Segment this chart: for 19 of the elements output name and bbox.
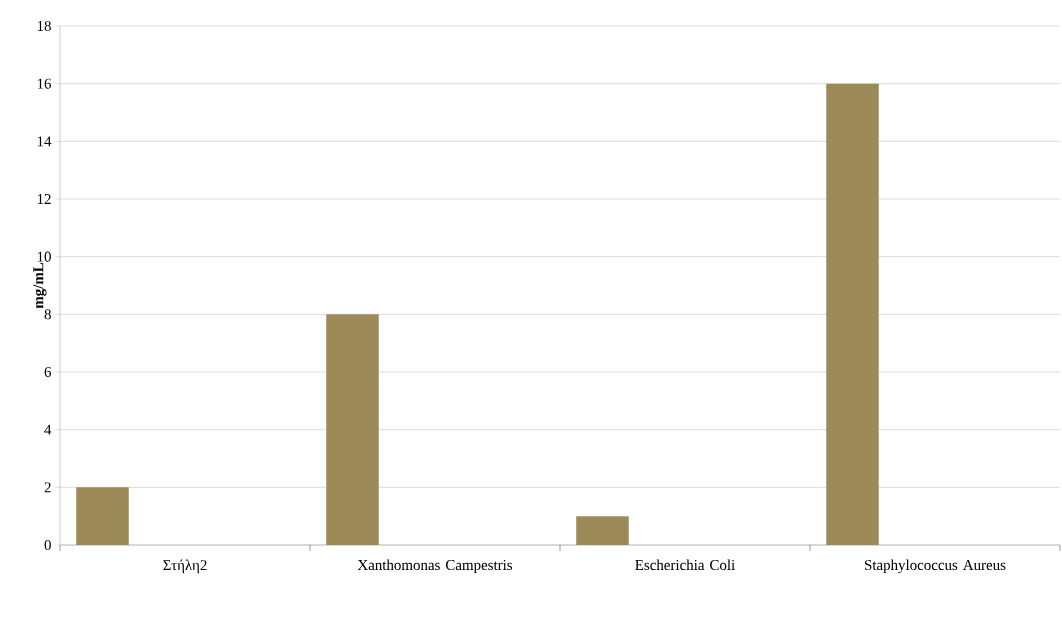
bar — [826, 83, 879, 545]
y-tick-label: 12 — [37, 194, 51, 204]
bar — [76, 487, 129, 545]
y-tick-label: 8 — [44, 309, 51, 320]
x-tick-label: Escherichia Coli — [635, 559, 735, 571]
y-tick-label: 10 — [37, 251, 51, 262]
y-tick-label: 4 — [44, 424, 52, 435]
x-tick-label: Στήλη2 — [163, 559, 207, 574]
bar — [576, 516, 629, 545]
y-tick-label: 6 — [44, 366, 52, 378]
y-tick-label: 18 — [37, 20, 51, 32]
x-tick-label: Staphylococcus Aureus — [865, 559, 1006, 574]
y-tick-label: 2 — [44, 482, 51, 493]
y-tick-label: 16 — [37, 78, 52, 89]
y-tick-label: 14 — [37, 136, 52, 147]
bar — [326, 314, 379, 545]
y-axis-title: mg/mL — [33, 262, 47, 309]
y-tick-label: 0 — [44, 539, 51, 551]
x-tick-label: Xanthomonas Campestris — [357, 559, 513, 574]
